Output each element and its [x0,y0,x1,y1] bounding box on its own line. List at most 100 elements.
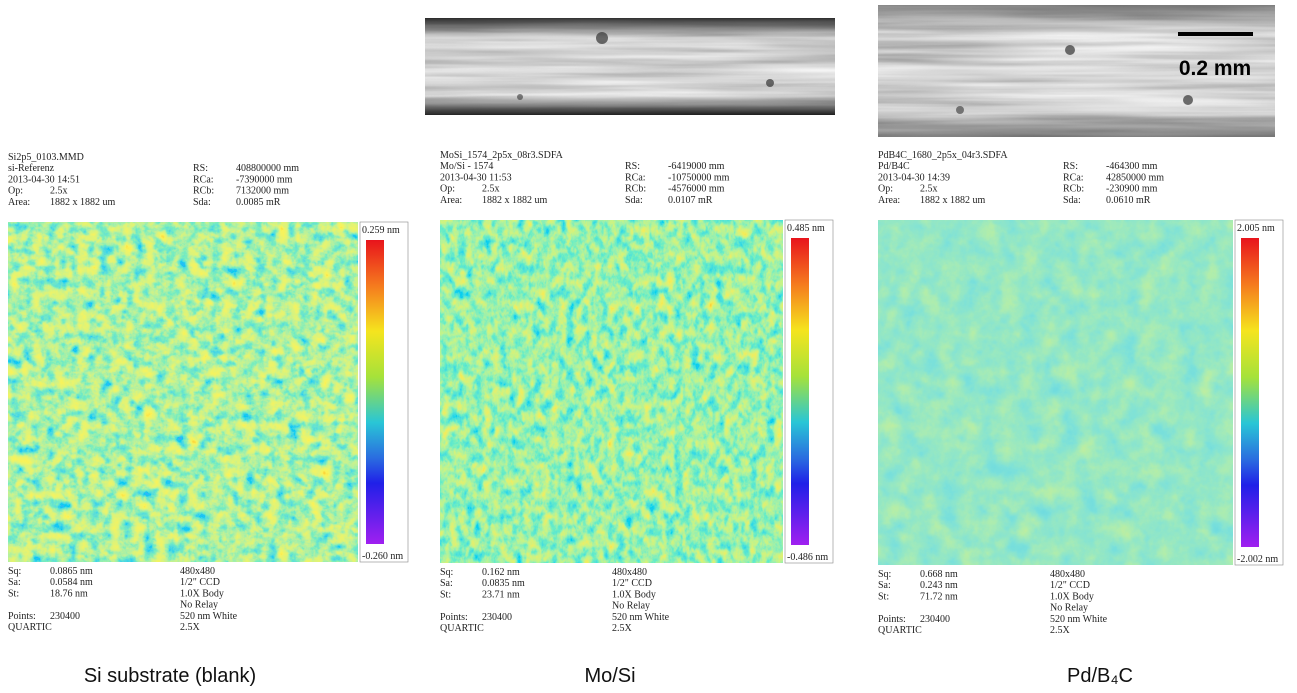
date: 2013-04-30 14:51 [8,174,80,185]
header-value: 2.5x [50,186,68,197]
instrument-info: 2.5X [612,623,633,634]
stat-value: 0.162 nm [482,567,520,578]
header-label: Op: [8,186,23,197]
color-bar-frame [359,221,409,563]
header-label: RS: [625,161,640,172]
instrument-info: 480x480 [180,566,215,577]
scale-max: 2.005 nm [1237,223,1275,234]
stat-value: 0.668 nm [920,569,958,580]
header-value: 1882 x 1882 um [482,195,548,206]
header-value: 2.5x [920,184,938,195]
caption: Mo/Si [584,665,635,687]
points-label: Points: [878,614,906,625]
header-value: 408800000 mm [236,163,299,174]
sample-name: Pd/B4C [878,161,910,172]
header-value: -7390000 mm [236,174,293,185]
fit-type: QUARTIC [440,623,484,634]
instrument-info: 1/2" CCD [1050,580,1090,591]
stat-label: St: [878,591,889,602]
file-name: Si2p5_0103.MMD [8,152,84,163]
header-value: 0.0610 mR [1106,195,1151,206]
header-value: -230900 mm [1106,184,1158,195]
caption: Si substrate (blank) [84,665,256,687]
stat-value: 71.72 nm [920,591,958,602]
header-value: 1882 x 1882 um [920,195,986,206]
header-value: 0.0085 mR [236,197,281,208]
instrument-info: 520 nm White [1050,614,1108,625]
height-map [8,222,358,562]
header-label: RCa: [625,172,646,183]
scale-max: 0.485 nm [787,223,825,234]
header-label: Sda: [1063,195,1081,206]
file-name: PdB4C_1680_2p5x_04r3.SDFA [878,150,1008,161]
header-value: -464300 mm [1106,161,1158,172]
stat-label: Sa: [440,578,453,589]
stat-label: St: [440,589,451,600]
stat-value: 23.71 nm [482,589,520,600]
instrument-info: 1.0X Body [1050,591,1094,602]
stat-label: St: [8,588,19,599]
instrument-info: 1.0X Body [612,589,656,600]
instrument-info: 1/2" CCD [180,577,220,588]
scale-min: -0.260 nm [362,551,403,562]
color-bar [1241,238,1259,547]
scale-bar-label: 0.2 mm [1179,57,1251,80]
header-label: RS: [1063,161,1078,172]
header-value: -6419000 mm [668,161,725,172]
points-value: 230400 [482,612,512,623]
color-bar [366,240,384,544]
instrument-info: No Relay [1050,603,1088,614]
color-bar-frame [784,219,834,564]
header-value: 0.0107 mR [668,195,713,206]
points-label: Points: [440,612,468,623]
header-label: Area: [878,195,900,206]
header-label: RCb: [625,184,646,195]
points-value: 230400 [920,614,950,625]
instrument-info: 1/2" CCD [612,578,652,589]
stat-value: 0.243 nm [920,580,958,591]
file-name: MoSi_1574_2p5x_08r3.SDFA [440,150,564,161]
height-map [440,220,783,563]
fit-type: QUARTIC [878,625,922,636]
header-label: Op: [440,184,455,195]
height-map [878,220,1233,565]
instrument-info: 480x480 [612,567,647,578]
header-label: RCa: [193,174,214,185]
instrument-info: No Relay [612,601,650,612]
header-label: Op: [878,184,893,195]
header-value: 42850000 mm [1106,172,1164,183]
points-value: 230400 [50,611,80,622]
header-label: RCb: [193,186,214,197]
stat-value: 0.0865 nm [50,566,93,577]
stat-label: Sa: [8,577,21,588]
sample-name: Mo/Si - 1574 [440,161,493,172]
header-value: 7132000 mm [236,186,289,197]
stat-label: Sq: [878,569,891,580]
header-label: Area: [8,197,30,208]
header-label: RCb: [1063,184,1084,195]
header-label: RS: [193,163,208,174]
stat-value: 18.76 nm [50,588,88,599]
header-value: 2.5x [482,184,500,195]
date: 2013-04-30 11:53 [440,172,512,183]
header-value: 1882 x 1882 um [50,197,116,208]
header-label: Area: [440,195,462,206]
caption: Pd/B₄C [1067,665,1133,687]
sample-name: si-Referenz [8,163,55,174]
header-value: -10750000 mm [668,172,730,183]
instrument-info: 480x480 [1050,569,1085,580]
instrument-info: No Relay [180,600,218,611]
header-value: -4576000 mm [668,184,725,195]
scale-min: -2.002 nm [1237,554,1278,565]
stat-value: 0.0584 nm [50,577,93,588]
optical-image: 0.2 mm [878,5,1275,137]
stat-value: 0.0835 nm [482,578,525,589]
points-label: Points: [8,611,36,622]
stat-label: Sq: [8,566,21,577]
stat-label: Sq: [440,567,453,578]
color-bar-frame [1234,219,1284,566]
scale-min: -0.486 nm [787,552,828,563]
optical-image [425,18,835,115]
instrument-info: 520 nm White [180,611,238,622]
